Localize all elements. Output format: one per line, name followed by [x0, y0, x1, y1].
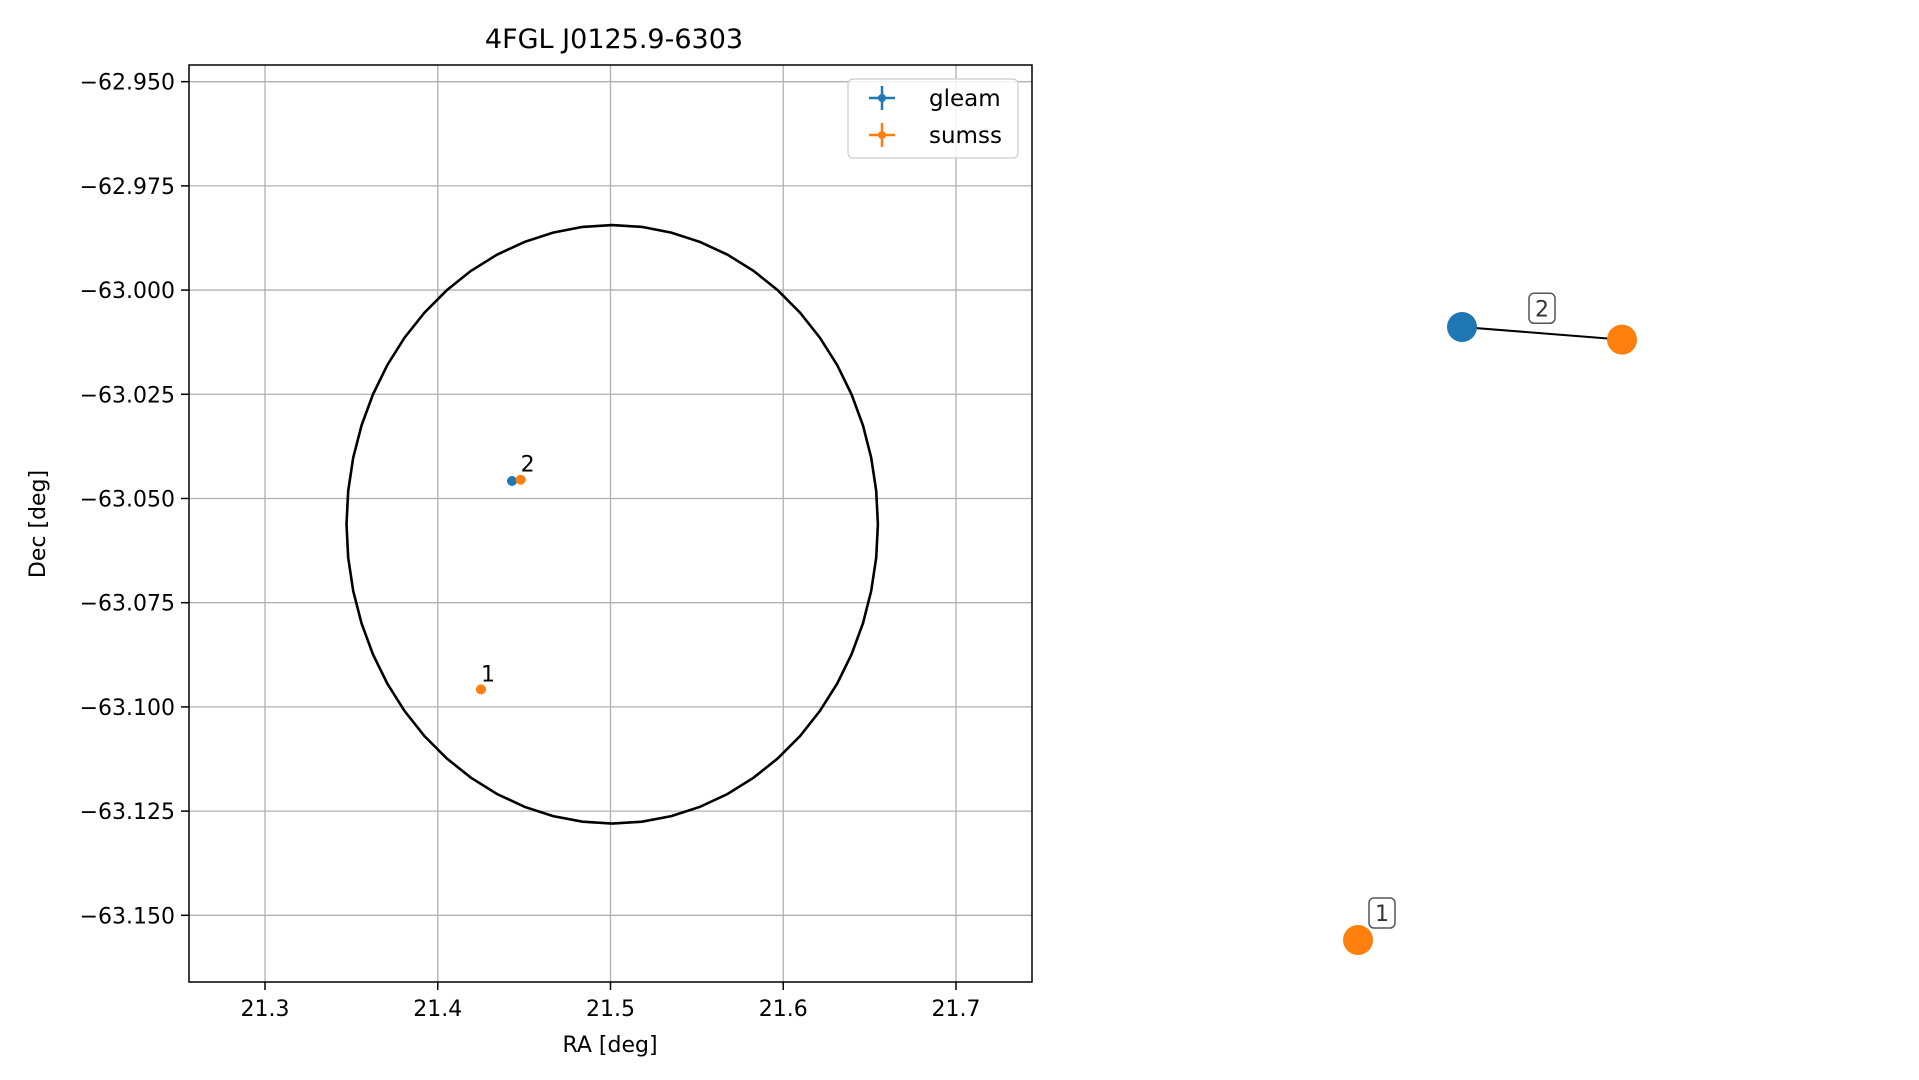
graph-node-sumss: [1607, 324, 1637, 355]
sumss-point: [515, 474, 526, 485]
y-tick-label: −63.125: [80, 800, 175, 825]
point-label: 2: [521, 453, 535, 478]
legend-label-sumss: sumss: [929, 123, 1002, 149]
x-tick-label: 21.5: [586, 997, 635, 1022]
x-axis-label: RA [deg]: [562, 1033, 657, 1058]
legend-label-gleam: gleam: [929, 86, 1001, 112]
gleam-point: [507, 475, 518, 486]
uncertainty-ellipse: [345, 223, 880, 825]
x-tick-label: 21.4: [413, 997, 462, 1022]
x-tick-label: 21.7: [931, 997, 980, 1022]
edge-label-box: [1528, 292, 1556, 325]
graph-node-sumss: [1343, 925, 1373, 955]
edge-label: 2: [1535, 297, 1549, 322]
y-tick-label: −62.950: [80, 71, 175, 96]
sumss-point: [475, 684, 486, 695]
x-tick-label: 21.3: [241, 997, 290, 1022]
ellipse-outline: [345, 223, 880, 825]
x-axis-ticks: 21.3 21.4 21.5 21.6 21.7: [241, 982, 980, 1022]
sky-plot-panel: 4FGL J0125.9-6303 21 21.3 21.4 21.5 21.6 21.…: [26, 24, 1033, 1058]
y-tick-label: −63.100: [80, 696, 175, 721]
graph-node-gleam: [1447, 311, 1477, 342]
chart-title: 4FGL J0125.9-6303: [485, 24, 743, 55]
graph-nodes: [1343, 311, 1637, 955]
y-tick-label: −63.075: [80, 592, 175, 617]
legend-entry-sumss: sumss: [869, 123, 1002, 149]
y-tick-label: −63.150: [80, 904, 175, 929]
y-tick-label: −63.000: [80, 279, 175, 304]
y-tick-label: −62.975: [80, 175, 175, 200]
graph-edges: [1461, 325, 1623, 341]
y-axis-label: Dec [deg]: [26, 470, 51, 578]
data-points: 21: [475, 453, 535, 695]
point-label: 1: [481, 662, 495, 687]
association-graph-panel: 21: [1343, 292, 1637, 955]
grid-lines: [189, 65, 1032, 982]
node-label-box: [1368, 897, 1396, 929]
graph-edge-labels: 21: [1368, 292, 1556, 929]
graph-edge: [1461, 325, 1623, 341]
y-axis-ticks: −62.950 −62.975 −63.000 −63.025 −63.050 −63.0…: [80, 71, 189, 929]
y-tick-label: −63.025: [80, 383, 175, 408]
x-tick-label: 21.6: [759, 997, 808, 1022]
legend: gleam sumss: [847, 78, 1019, 159]
legend-entry-gleam: gleam: [869, 86, 1001, 112]
node-label: 1: [1375, 902, 1389, 927]
legend-marker-sumss-dot: [878, 131, 886, 139]
legend-marker-gleam-dot: [878, 94, 886, 102]
y-tick-label: −63.050: [80, 487, 175, 512]
